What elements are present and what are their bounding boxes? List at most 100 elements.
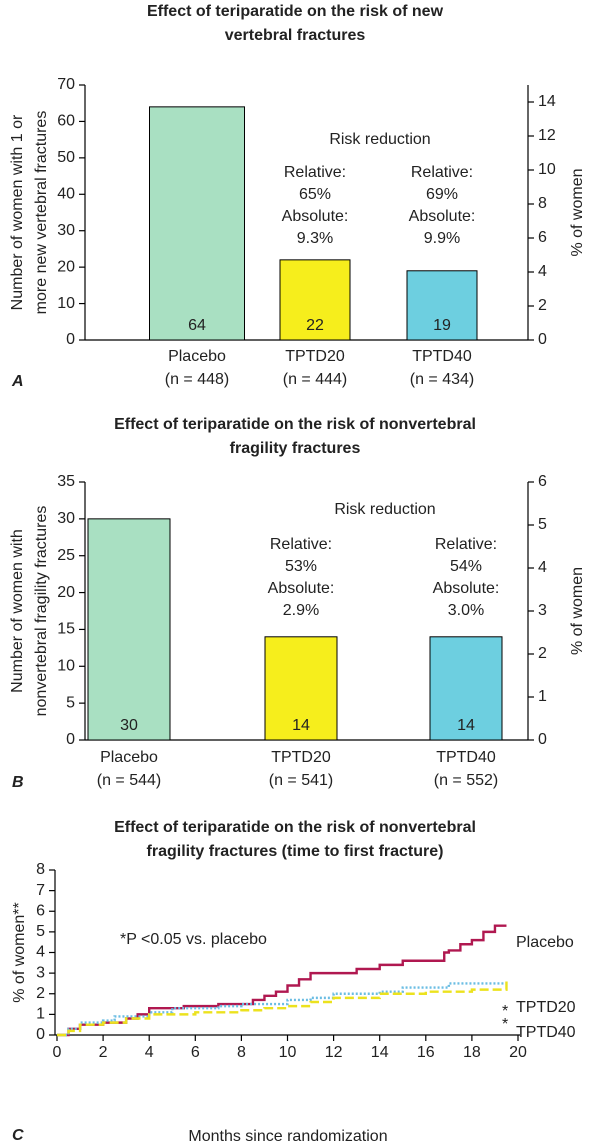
chart-title: Effect of teriparatide on the risk of ne… <box>147 3 444 20</box>
y2-tick-label: 0 <box>538 731 547 748</box>
y-tick-label: 8 <box>36 861 45 878</box>
y-axis-label: Number of women with 1 or <box>9 114 26 310</box>
y-tick-label: 7 <box>36 882 45 899</box>
series-label: TPTD20 <box>516 999 576 1016</box>
x-tick-label: 2 <box>99 1044 108 1061</box>
y-tick-label: 30 <box>57 222 75 239</box>
series-marker: * <box>502 1016 508 1033</box>
x-tick-label: 6 <box>191 1044 200 1061</box>
y-tick-label: 4 <box>36 944 45 961</box>
bar-value-label: 19 <box>433 317 451 334</box>
sample-size-label: (n = 434) <box>410 371 474 388</box>
y-axis-label: % of women** <box>11 902 28 1003</box>
panel-label: B <box>12 774 24 791</box>
x-tick-label: 18 <box>463 1044 481 1061</box>
x-tick-label: Placebo <box>168 348 226 365</box>
y-tick-label: 0 <box>66 331 75 348</box>
y-tick-label: 2 <box>36 985 45 1002</box>
annotation: Relative: <box>270 536 332 553</box>
y-tick-label: 35 <box>57 473 75 490</box>
y2-tick-label: 2 <box>538 645 547 662</box>
panel-label: A <box>11 373 24 390</box>
x-tick-label: 12 <box>325 1044 343 1061</box>
annotation: Relative: <box>284 164 346 181</box>
x-tick-label: TPTD40 <box>412 348 472 365</box>
annotation-heading: Risk reduction <box>334 501 435 518</box>
annotation: 65% <box>299 186 331 203</box>
sample-size-label: (n = 448) <box>165 371 229 388</box>
annotation: 3.0% <box>448 602 484 619</box>
y-tick-label: 5 <box>66 694 75 711</box>
y-tick-label: 25 <box>57 547 75 564</box>
chart-title: Effect of teriparatide on the risk of no… <box>114 819 476 836</box>
y-tick-label: 6 <box>36 902 45 919</box>
annotation: 53% <box>285 558 317 575</box>
y2-tick-label: 4 <box>538 559 547 576</box>
y2-axis-label: % of women <box>569 168 586 256</box>
y2-tick-label: 2 <box>538 297 547 314</box>
y2-tick-label: 4 <box>538 263 547 280</box>
y-tick-label: 60 <box>57 113 75 130</box>
y-tick-label: 3 <box>36 964 45 981</box>
y2-tick-label: 12 <box>538 127 556 144</box>
y-tick-label: 40 <box>57 186 75 203</box>
x-tick-label: TPTD40 <box>436 749 496 766</box>
y2-tick-label: 1 <box>538 688 547 705</box>
bar <box>87 518 171 741</box>
bar-value-label: 22 <box>306 317 324 334</box>
x-tick-label: 0 <box>53 1044 62 1061</box>
annotation: Absolute: <box>433 580 500 597</box>
bar-value-label: 14 <box>292 717 310 734</box>
y2-tick-label: 8 <box>538 195 547 212</box>
x-tick-label: 8 <box>237 1044 246 1061</box>
note: *P <0.05 vs. placebo <box>120 931 267 948</box>
bar-value-label: 30 <box>120 717 138 734</box>
x-tick-label: 10 <box>279 1044 297 1061</box>
series-label: TPTD40 <box>516 1024 576 1041</box>
y2-tick-label: 10 <box>538 161 556 178</box>
y2-tick-label: 14 <box>538 93 556 110</box>
series-label: Placebo <box>516 934 574 951</box>
annotation: Absolute: <box>409 208 476 225</box>
x-axis-label: Months since randomization <box>188 1128 387 1145</box>
series-line <box>57 982 507 1037</box>
bar <box>406 270 478 341</box>
x-tick-label: 14 <box>371 1044 389 1061</box>
bar <box>429 636 503 741</box>
y2-tick-label: 3 <box>538 602 547 619</box>
y2-tick-label: 5 <box>538 516 547 533</box>
panel-label: C <box>12 1127 24 1144</box>
annotation: Relative: <box>411 164 473 181</box>
y-tick-label: 0 <box>36 1026 45 1043</box>
annotation: Absolute: <box>268 580 335 597</box>
chart-title: Effect of teriparatide on the risk of no… <box>114 416 476 433</box>
sample-size-label: (n = 541) <box>269 772 333 789</box>
annotation-heading: Risk reduction <box>329 131 430 148</box>
y-tick-label: 30 <box>57 510 75 527</box>
y-tick-label: 0 <box>66 731 75 748</box>
sample-size-label: (n = 552) <box>434 772 498 789</box>
y-tick-label: 50 <box>57 149 75 166</box>
annotation: 9.9% <box>424 230 460 247</box>
y-tick-label: 70 <box>57 76 75 93</box>
bar <box>279 259 351 341</box>
x-tick-label: TPTD20 <box>285 348 345 365</box>
y2-axis-label: % of women <box>569 567 586 655</box>
chart-title: fragility fractures (time to first fract… <box>147 843 444 860</box>
y2-tick-label: 6 <box>538 473 547 490</box>
annotation: 2.9% <box>283 602 319 619</box>
annotation: 9.3% <box>297 230 333 247</box>
y2-tick-label: 0 <box>538 331 547 348</box>
y-tick-label: 5 <box>36 923 45 940</box>
y-tick-label: 1 <box>36 1006 45 1023</box>
y-tick-label: 20 <box>57 258 75 275</box>
sample-size-label: (n = 444) <box>283 371 347 388</box>
bar-value-label: 64 <box>188 317 206 334</box>
bar-value-label: 14 <box>457 717 475 734</box>
x-tick-label: 4 <box>145 1044 154 1061</box>
y2-tick-label: 6 <box>538 229 547 246</box>
x-tick-label: 16 <box>417 1044 435 1061</box>
y-axis-label: nonvertebral fragility fractures <box>33 506 50 717</box>
y-tick-label: 10 <box>57 658 75 675</box>
